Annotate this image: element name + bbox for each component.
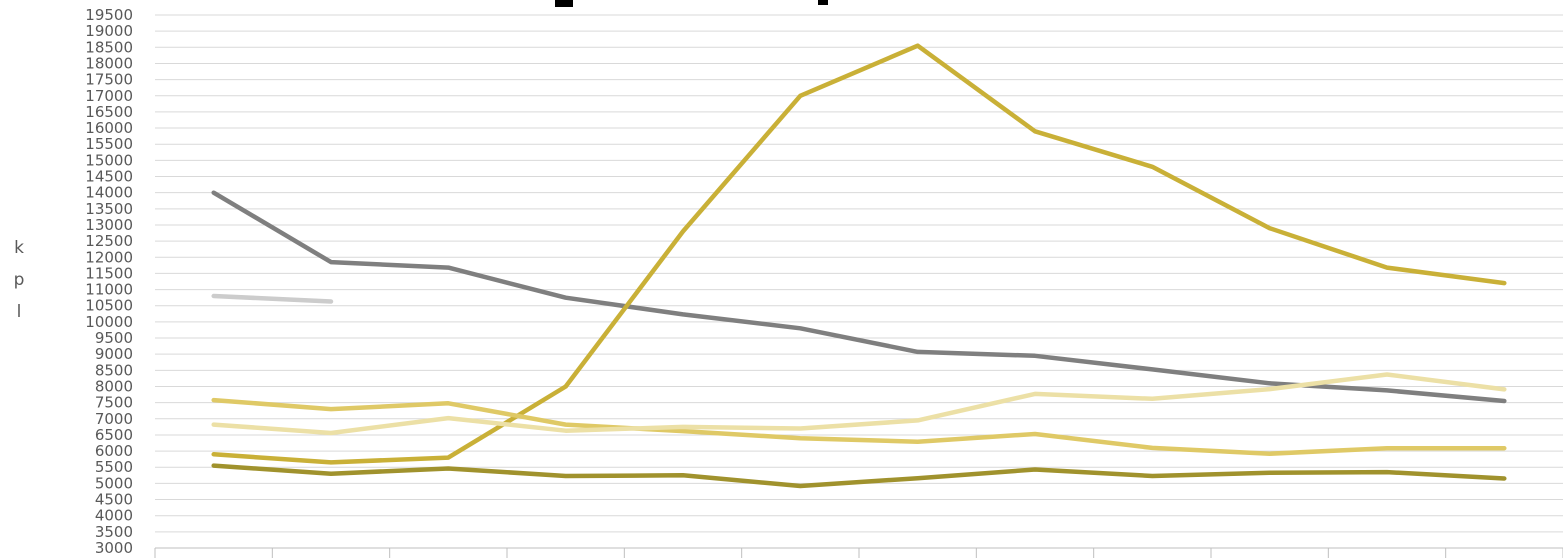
y-tick-label: 4000	[95, 507, 133, 525]
y-tick-label: 5500	[95, 458, 133, 476]
series-line-2	[211, 43, 1507, 465]
y-tick-label: 8500	[95, 361, 133, 379]
y-axis-label-char: p	[14, 270, 25, 290]
x-axis	[154, 548, 1563, 558]
y-tick-label: 17500	[85, 71, 133, 89]
y-tick-label: 3000	[95, 539, 133, 557]
y-tick-label: 4500	[95, 491, 133, 509]
y-tick-label: 19500	[85, 6, 133, 24]
y-tick-label: 7000	[95, 410, 133, 428]
y-tick-label: 7500	[95, 394, 133, 412]
series-line-4	[211, 397, 1507, 456]
y-tick-label: 15500	[85, 135, 133, 153]
y-tick-label: 16500	[85, 103, 133, 121]
y-tick-label: 6500	[95, 426, 133, 444]
series-line-1	[211, 190, 1507, 404]
y-tick-label: 19000	[85, 22, 133, 40]
y-tick-label: 18500	[85, 38, 133, 56]
chart-title	[555, 0, 828, 7]
y-tick-label: 12500	[85, 232, 133, 250]
y-tick-label: 17000	[85, 87, 133, 105]
y-tick-label: 12000	[85, 248, 133, 266]
y-tick-label: 18000	[85, 54, 133, 72]
y-tick-label: 9000	[95, 345, 133, 363]
y-tick-label: 14500	[85, 168, 133, 186]
y-tick-label: 6000	[95, 442, 133, 460]
series-line-5	[211, 372, 1507, 436]
y-axis-label-char: k	[14, 238, 24, 258]
y-tick-label: 11000	[85, 281, 133, 299]
y-tick-label: 10500	[85, 297, 133, 315]
y-tick-label: 14000	[85, 184, 133, 202]
gridlines	[155, 14, 1563, 549]
y-tick-label: 9500	[95, 329, 133, 347]
y-tick-label: 10000	[85, 313, 133, 331]
series-lines	[211, 43, 1507, 489]
y-tick-label: 15000	[85, 151, 133, 169]
y-axis-label-char: l	[17, 302, 22, 322]
y-tick-label: 13500	[85, 200, 133, 218]
series-line-3	[211, 293, 334, 304]
y-tick-label: 11500	[85, 264, 133, 282]
title-fragment	[555, 0, 573, 7]
y-tick-label: 5000	[95, 474, 133, 492]
y-tick-label: 8000	[95, 377, 133, 395]
title-fragment	[818, 0, 828, 5]
y-tick-label: 13000	[85, 216, 133, 234]
y-axis: 3000350040004500500055006000650070007500…	[85, 6, 133, 557]
y-tick-label: 16000	[85, 119, 133, 137]
y-axis-label: kpl	[14, 238, 25, 322]
y-tick-label: 3500	[95, 523, 133, 541]
series-line-6	[211, 463, 1507, 489]
